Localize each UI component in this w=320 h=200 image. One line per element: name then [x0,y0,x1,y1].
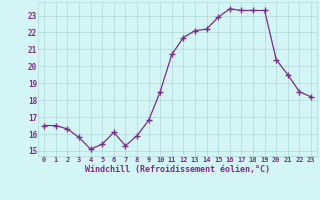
X-axis label: Windchill (Refroidissement éolien,°C): Windchill (Refroidissement éolien,°C) [85,165,270,174]
